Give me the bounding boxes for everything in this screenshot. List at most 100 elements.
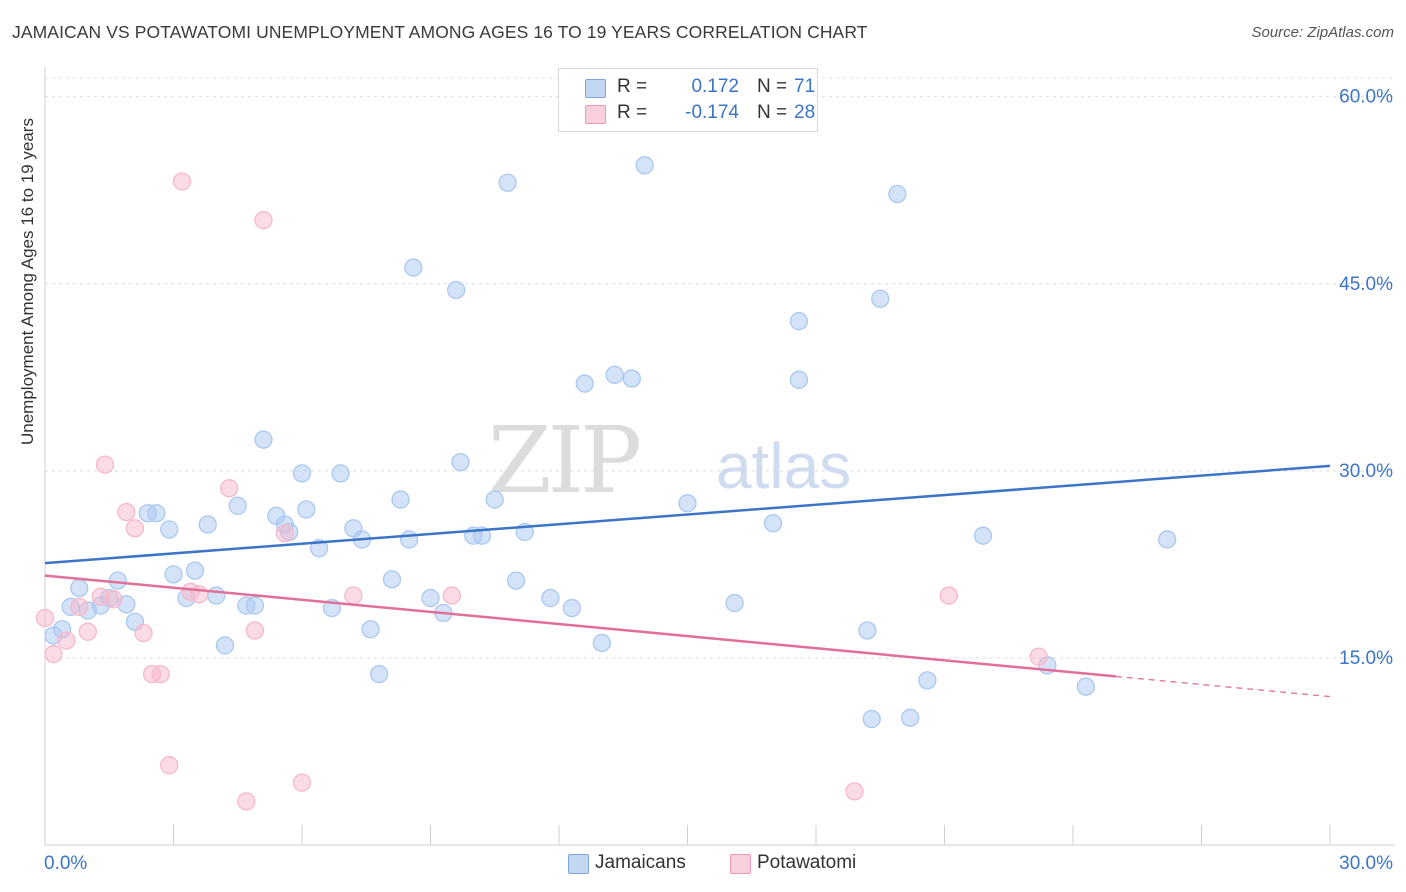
jamaicans-legend-swatch [568,854,589,874]
potawatomi-point [344,586,363,605]
tick-labels: 15.0% 30.0% 45.0% 60.0% 0.0% 30.0% [44,87,1393,874]
potawatomi-point [117,502,136,522]
jamaican-point [901,708,920,727]
jamaican-point [507,571,526,590]
jamaican-point [207,586,226,605]
jamaican-point [228,496,247,515]
jamaican-point [635,156,654,175]
n-value-jamaicans: 71 [794,76,816,97]
potawatomi-point [160,756,179,775]
potawatomi-point [254,211,273,230]
potawatomi-point [442,586,462,605]
jamaican-point [70,578,89,598]
jamaican-point [245,596,265,615]
correlation-legend: R = 0.172 N = 71 R = -0.174 N = 28 [558,68,818,132]
potawatomi-point [237,792,256,811]
r-label: R = [617,102,648,123]
potawatomi-point [44,645,63,664]
potawatomi-point [245,621,265,640]
jamaican-point [498,173,517,192]
jamaican-point [605,365,624,384]
potawatomi-point [172,172,192,191]
jamaican-point [789,370,809,389]
potawatomi-point [939,586,958,605]
trend-lines [44,464,1331,698]
jamaican-point [485,490,504,509]
data-points [35,156,1177,811]
potawatomi-point [134,623,153,643]
watermark-atlas: atlas [716,430,851,502]
jamaican-point [147,504,166,523]
potawatomi-point [275,524,295,543]
potawatomi-point [1029,647,1048,666]
jamaican-point [215,636,235,655]
jamaican-point [871,289,890,308]
jamaican-point [369,664,389,684]
jamaican-point [297,500,316,519]
y-tick-label: 45.0% [1339,274,1393,295]
jamaican-point [254,430,273,449]
jamaican-point [447,280,466,300]
potawatomi-point [57,631,76,650]
chart-source: Source: ZipAtlas.com [1251,24,1394,41]
jamaican-point [185,561,205,580]
jamaican-point [858,621,877,640]
jamaican-point [404,258,423,277]
gridlines [45,77,1395,659]
y-axis-label: Unemployment Among Ages 16 to 19 years [18,118,37,445]
jamaican-point [764,514,783,533]
potawatomi-point [125,519,145,538]
x-tick-label: 0.0% [44,853,87,874]
jamaican-point [888,184,907,204]
r-value-potawatomi: -0.174 [685,102,739,123]
y-tick-label: 30.0% [1339,461,1393,482]
y-tick-label: 15.0% [1339,648,1393,669]
potawatomi-point [95,455,115,474]
jamaican-point [399,530,419,549]
jamaican-point [164,565,183,584]
jamaican-point [562,598,581,618]
jamaican-point [541,588,560,608]
jamaicans-legend-label: Jamaicans [595,852,686,873]
jamaican-point [918,671,937,690]
jamaican-point [361,620,380,639]
potawatomi-point [104,590,123,609]
jamaican-point [451,452,470,472]
jamaican-trend-line [44,464,1331,565]
potawatomi-point [35,608,55,628]
jamaican-point [789,312,809,331]
potawatomi-legend-swatch [730,854,751,874]
jamaican-point [1158,530,1177,549]
r-value-jamaicans: 0.172 [691,76,739,97]
n-label: N = [757,76,788,97]
watermark: ZIP atlas [488,407,851,514]
r-label: R = [617,76,648,97]
potawatomi-legend-label: Potawatomi [757,852,857,873]
jamaican-point [198,515,217,534]
jamaicans-swatch [585,79,606,98]
jamaican-point [973,526,993,545]
jamaican-point [678,494,697,513]
jamaican-point [575,374,594,393]
potawatomi-point [78,622,97,641]
jamaican-point [292,464,312,483]
chart-title: JAMAICAN VS POTAWATOMI UNEMPLOYMENT AMON… [12,22,868,42]
n-label: N = [757,102,788,123]
n-value-potawatomi: 28 [794,102,816,123]
jamaican-point [622,369,641,388]
jamaican-point [1076,677,1095,696]
jamaican-point [421,588,440,608]
jamaican-point [862,709,881,729]
watermark-zip: ZIP [488,407,639,514]
potawatomi-swatch [585,105,606,124]
jamaican-point [331,464,350,483]
potawatomi-trend-line [44,574,1116,678]
potawatomi-point [70,597,89,616]
x-tick-label: 30.0% [1339,853,1393,874]
potawatomi-point [292,773,312,792]
jamaican-point [108,571,127,590]
potawatomi-point [845,782,864,801]
y-tick-label: 60.0% [1339,87,1393,108]
potawatomi-point [220,479,239,498]
